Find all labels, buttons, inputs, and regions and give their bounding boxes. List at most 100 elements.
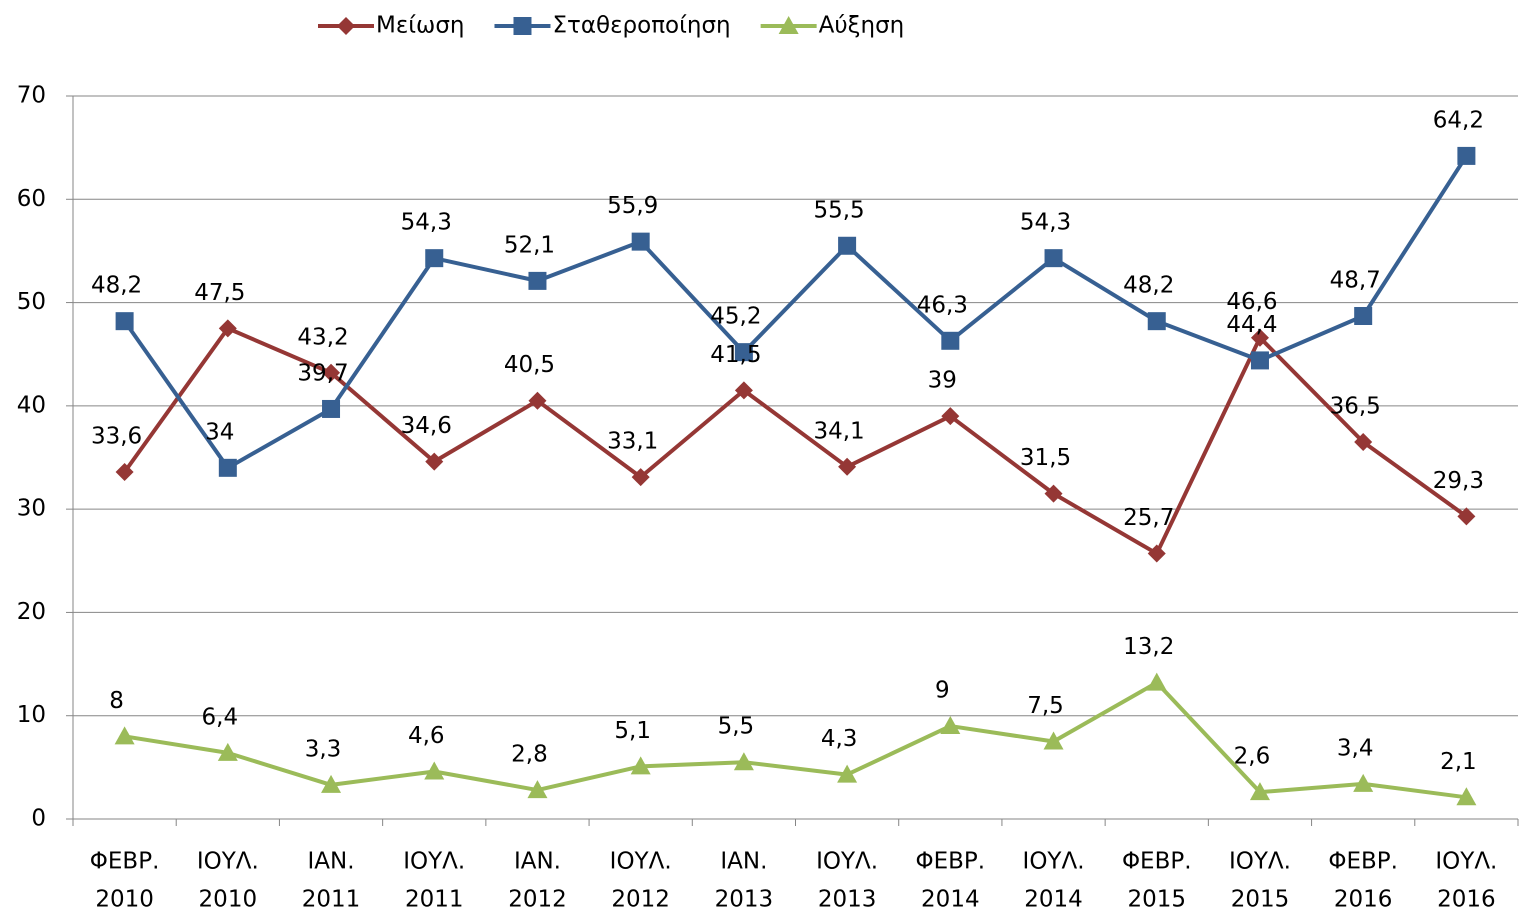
data-label: 5,1	[614, 718, 651, 744]
x-tick-label: 2010	[199, 887, 258, 911]
x-tick-label: ΙΟΥΛ.	[1023, 849, 1085, 875]
data-label: 34	[205, 419, 234, 445]
marker	[424, 761, 445, 780]
data-label: 33,6	[91, 423, 142, 449]
legend-label: Μείωση	[376, 13, 464, 39]
y-tick-label: 40	[17, 392, 46, 418]
marker	[217, 742, 238, 761]
x-tick-label: ΙΑΝ.	[720, 849, 767, 875]
data-label: 46,3	[917, 292, 968, 318]
data-label: 9	[935, 678, 950, 704]
marker	[322, 363, 341, 382]
data-label: 54,3	[1020, 210, 1071, 236]
data-label: 48,7	[1330, 267, 1381, 293]
y-tick-label: 70	[17, 83, 46, 109]
x-tick-label: 2011	[302, 887, 361, 911]
data-label: 39,7	[297, 360, 348, 386]
x-tick-label: 2015	[1231, 887, 1290, 911]
data-label: 6,4	[202, 704, 239, 730]
marker	[837, 764, 858, 783]
x-tick-label: 2016	[1334, 887, 1393, 911]
x-tick-label: ΦΕΒΡ.	[916, 849, 986, 875]
series-line	[122, 154, 1469, 470]
data-label: 55,5	[813, 197, 864, 223]
data-label: 13,2	[1123, 634, 1174, 660]
series-line	[124, 680, 1467, 800]
data-label: 52,1	[504, 232, 555, 258]
marker	[734, 381, 753, 400]
data-label: 45,2	[710, 304, 761, 330]
data-label: 7,5	[1027, 693, 1064, 719]
marker	[631, 468, 650, 487]
data-label: 29,3	[1433, 468, 1484, 494]
data-label: 34,6	[401, 413, 452, 439]
data-label: 48,2	[1123, 273, 1174, 299]
data-label: 4,6	[408, 723, 445, 749]
y-tick-label: 60	[17, 186, 46, 212]
marker	[733, 752, 754, 771]
x-tick-label: 2011	[405, 887, 464, 911]
marker	[1353, 773, 1374, 792]
marker	[337, 17, 355, 35]
x-tick-label: ΙΟΥΛ.	[610, 849, 672, 875]
data-label: 33,1	[607, 429, 658, 455]
marker	[115, 462, 134, 481]
x-tick-label: ΙΟΥΛ.	[403, 849, 465, 875]
data-label: 40,5	[504, 352, 555, 378]
data-label: 4,3	[821, 726, 858, 752]
x-tick-label: ΙΟΥΛ.	[197, 849, 259, 875]
marker	[941, 331, 960, 350]
data-label: 2,6	[1234, 744, 1271, 770]
marker	[218, 319, 237, 338]
x-tick-label: 2013	[818, 887, 877, 911]
marker	[630, 756, 651, 775]
x-tick-label: 2013	[715, 887, 774, 911]
marker	[114, 726, 135, 745]
x-tick-label: ΦΕΒΡ.	[1328, 849, 1398, 875]
x-tick-label: 2016	[1437, 887, 1496, 911]
marker	[734, 343, 753, 362]
x-tick-label: 2015	[1127, 887, 1186, 911]
marker	[513, 17, 532, 35]
x-tick-label: 2010	[95, 887, 154, 911]
marker	[1457, 507, 1476, 526]
data-label: 3,4	[1337, 735, 1374, 761]
data-label: 43,2	[297, 324, 348, 350]
marker	[321, 774, 342, 793]
marker	[1044, 249, 1063, 268]
data-label: 55,9	[607, 193, 658, 219]
marker	[1457, 146, 1476, 165]
y-tick-label: 0	[31, 806, 46, 832]
marker	[941, 407, 960, 426]
x-tick-label: ΙΟΥΛ.	[816, 849, 878, 875]
marker	[115, 312, 134, 331]
y-tick-label: 10	[17, 702, 46, 728]
marker	[1146, 672, 1167, 691]
marker	[838, 457, 857, 476]
marker	[528, 271, 547, 290]
data-label: 54,3	[401, 210, 452, 236]
x-tick-label: 2014	[921, 887, 980, 911]
data-label: 31,5	[1020, 445, 1071, 471]
x-tick-label: 2012	[508, 887, 567, 911]
x-tick-label: ΙΑΝ.	[514, 849, 561, 875]
marker	[528, 391, 547, 410]
marker	[425, 452, 444, 471]
data-label: 34,1	[813, 418, 864, 444]
x-tick-label: ΙΟΥΛ.	[1229, 849, 1291, 875]
y-tick-label: 30	[17, 496, 46, 522]
marker	[1456, 787, 1477, 806]
data-label: 2,1	[1440, 749, 1477, 775]
marker	[838, 236, 857, 255]
data-label: 8	[109, 688, 124, 714]
data-label: 25,7	[1123, 505, 1174, 531]
data-label: 47,5	[194, 280, 245, 306]
data-label: 3,3	[305, 736, 342, 762]
marker	[322, 399, 341, 418]
marker	[527, 780, 548, 799]
x-tick-label: ΦΕΒΡ.	[1122, 849, 1192, 875]
marker	[218, 458, 237, 477]
y-tick-label: 50	[17, 289, 46, 315]
